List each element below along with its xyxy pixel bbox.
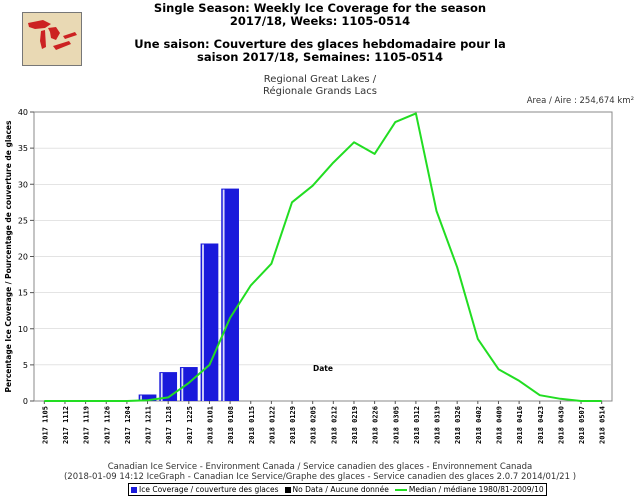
x-tick-label: 2018 0507 [578, 406, 586, 444]
legend-label-median: Median / médiane 1980/81-2009/10 [408, 485, 544, 494]
x-tick-label: 2018 0514 [599, 406, 607, 444]
x-tick-label: 2018 0205 [310, 406, 318, 444]
x-tick-label: 2018 0305 [392, 406, 400, 444]
chart-title-french: Une saison: Couverture des glaces hebdom… [110, 38, 530, 64]
y-tick-label: 25 [18, 216, 28, 225]
x-tick-label: 2018 0312 [413, 406, 421, 444]
region-line1: Regional Great Lakes / [263, 74, 377, 85]
y-axis-label: Percentage Ice Coverage / Pourcentage de… [4, 120, 13, 392]
bar-highlight [222, 189, 225, 401]
legend-label-ice: Ice Coverage / couverture des glaces [139, 485, 279, 494]
x-tick-label: 2018 0319 [434, 406, 442, 444]
x-tick-label: 2018 0402 [475, 406, 483, 444]
legend-swatch-nodata [284, 486, 291, 493]
legend-label-nodata: No Data / Aucune donnée [292, 485, 389, 494]
x-tick-label: 2018 0326 [454, 406, 462, 444]
title-fr-line1: Une saison: Couverture des glaces hebdom… [134, 37, 506, 51]
title-en-line1: Single Season: Weekly Ice Coverage for t… [153, 1, 487, 15]
bar-highlight [140, 395, 142, 401]
title-fr-line2: saison 2017/18, Semaines: 1105-0514 [196, 50, 444, 64]
x-tick-label: 2018 0212 [330, 406, 338, 444]
ice-coverage-chart: 0 5 10 15 20 25 30 35 40 2017 1105 2017 1112 2017 1… [4, 108, 613, 444]
x-tick-label: 2018 0430 [557, 406, 565, 444]
x-axis-label: Date [313, 364, 333, 373]
chart-legend: Ice Coverage / couverture des glaces No … [128, 483, 547, 496]
y-tick-label: 20 [18, 253, 28, 262]
legend-swatch-median [394, 488, 407, 491]
footer-line1: Canadian Ice Service - Environment Canad… [107, 462, 533, 472]
x-tick-label: 2018 0115 [248, 406, 256, 444]
x-tick-label: 2018 0226 [372, 406, 380, 444]
y-tick-label: 0 [23, 397, 28, 406]
y-tick-label: 30 [18, 180, 28, 189]
x-tick-label: 2017 1105 [41, 406, 49, 444]
x-tick-label: 2017 1211 [145, 406, 153, 444]
x-tick-label: 2017 1225 [186, 406, 194, 444]
ice-coverage-bar [138, 394, 157, 401]
x-tick-label: 2018 0423 [537, 406, 545, 444]
ice-coverage-bar [200, 243, 219, 401]
x-tick-label: 2018 0409 [495, 406, 503, 444]
legend-item-ice: Ice Coverage / couverture des glaces [131, 484, 279, 495]
y-tick-label: 5 [23, 361, 28, 370]
bar-highlight [181, 368, 184, 401]
legend-item-nodata: No Data / Aucune donnée [284, 484, 389, 495]
region-line2: Régionale Grands Lacs [263, 86, 377, 97]
x-tick-label: 2018 0108 [227, 406, 235, 444]
x-tick-label: 2018 0219 [351, 406, 359, 444]
legend-item-median: Median / médiane 1980/81-2009/10 [394, 484, 544, 495]
title-en-line2: 2017/18, Weeks: 1105-0514 [229, 14, 411, 28]
bar-highlight [160, 373, 163, 401]
y-tick-label: 35 [18, 144, 28, 153]
region-label: Regional Great Lakes / Régionale Grands … [180, 74, 460, 98]
x-tick-label: 2017 1218 [165, 406, 173, 444]
x-tick-label: 2018 0129 [289, 406, 297, 444]
y-tick-label: 15 [18, 289, 28, 298]
x-tick-label: 2017 1126 [103, 406, 111, 444]
ice-coverage-bar [221, 188, 239, 401]
x-tick-label: 2018 0101 [206, 406, 214, 444]
x-tick-label: 2017 1112 [62, 406, 70, 444]
x-tick-label: 2018 0416 [516, 406, 524, 444]
great-lakes-map-thumbnail [22, 12, 82, 66]
x-tick-label: 2017 1204 [124, 406, 132, 444]
x-tick-label: 2017 1119 [83, 406, 91, 444]
y-tick-label: 10 [18, 325, 28, 334]
y-tick-label: 40 [18, 108, 28, 117]
footer-line2: (2018-01-09 14:12 IceGraph - Canadian Ic… [63, 472, 577, 482]
median-line [44, 112, 602, 402]
area-label: Area / Aire : 254,674 km² [526, 96, 634, 106]
legend-swatch-ice [131, 486, 137, 493]
x-tick-label: 2018 0122 [268, 406, 276, 444]
bar-highlight [202, 244, 204, 401]
chart-title-english: Single Season: Weekly Ice Coverage for t… [110, 2, 530, 28]
